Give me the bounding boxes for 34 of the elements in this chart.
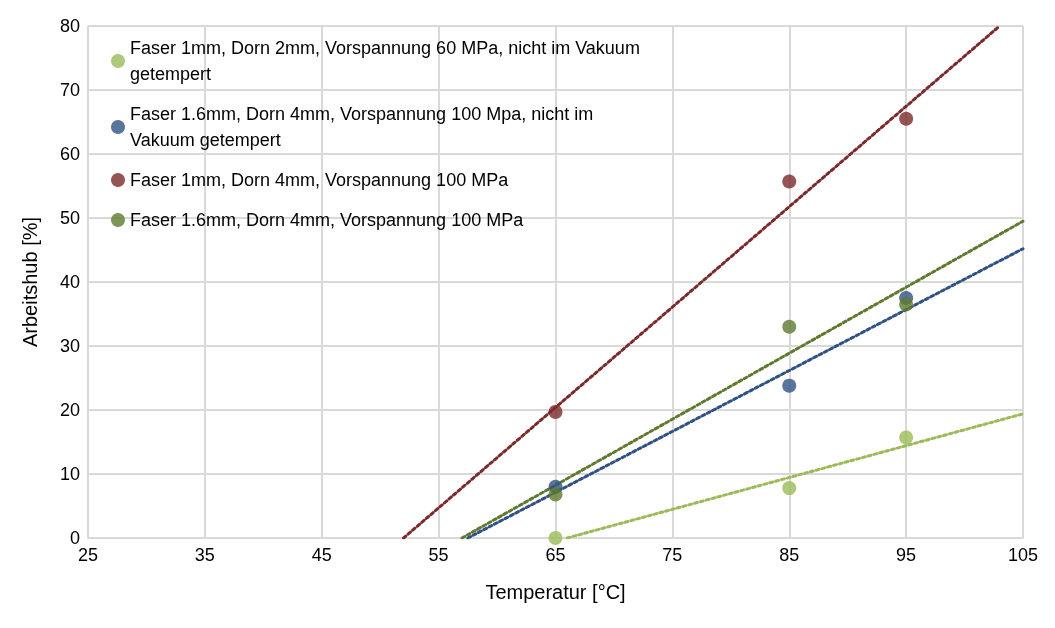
point bbox=[548, 487, 563, 502]
y-tick-label: 70 bbox=[59, 80, 80, 100]
point bbox=[548, 404, 563, 419]
y-tick-label: 50 bbox=[59, 208, 80, 228]
y-tick-label: 0 bbox=[69, 528, 80, 548]
x-tick-label: 95 bbox=[896, 545, 917, 565]
point bbox=[782, 481, 797, 496]
point bbox=[548, 531, 563, 545]
x-tick-label: 35 bbox=[194, 545, 215, 565]
x-tick-label: 25 bbox=[77, 545, 99, 565]
x-tick-label: 55 bbox=[428, 545, 449, 565]
point bbox=[899, 297, 914, 312]
x-tick-label: 105 bbox=[1007, 545, 1039, 565]
y-tick-label: 10 bbox=[59, 464, 80, 484]
point bbox=[782, 174, 797, 189]
y-tick-label: 30 bbox=[59, 336, 80, 356]
y-tick-label: 80 bbox=[59, 16, 80, 36]
y-tick-label: 60 bbox=[59, 144, 80, 164]
legend-label: Faser 1.6mm, Dorn 4mm, Vorspannung 100 MPa bbox=[130, 210, 525, 230]
point bbox=[782, 319, 797, 334]
legend-label: Faser 1.6mm, Dorn 4mm, Vorspannung 100 Mpa, nicht im Vakuum getempert bbox=[130, 104, 599, 150]
y-axis-title: Arbeitshub [%] bbox=[19, 216, 41, 348]
x-tick-label: 65 bbox=[545, 545, 566, 565]
legend-label: Faser 1mm, Dorn 2mm, Vorspannung 60 MPa, nicht im Vakuum getempert bbox=[130, 38, 645, 84]
point bbox=[899, 111, 914, 126]
x-tick-label: 45 bbox=[311, 545, 332, 565]
x-axis-title: Temperatur [°C] bbox=[485, 581, 626, 603]
point bbox=[899, 430, 914, 445]
y-tick-label: 40 bbox=[59, 272, 80, 292]
point bbox=[782, 378, 797, 393]
legend-label: Faser 1mm, Dorn 4mm, Vorspannung 100 MPa bbox=[130, 170, 510, 190]
y-tick-label: 20 bbox=[59, 400, 80, 420]
x-tick-label: 75 bbox=[662, 545, 683, 565]
x-tick-label: 85 bbox=[779, 545, 800, 565]
